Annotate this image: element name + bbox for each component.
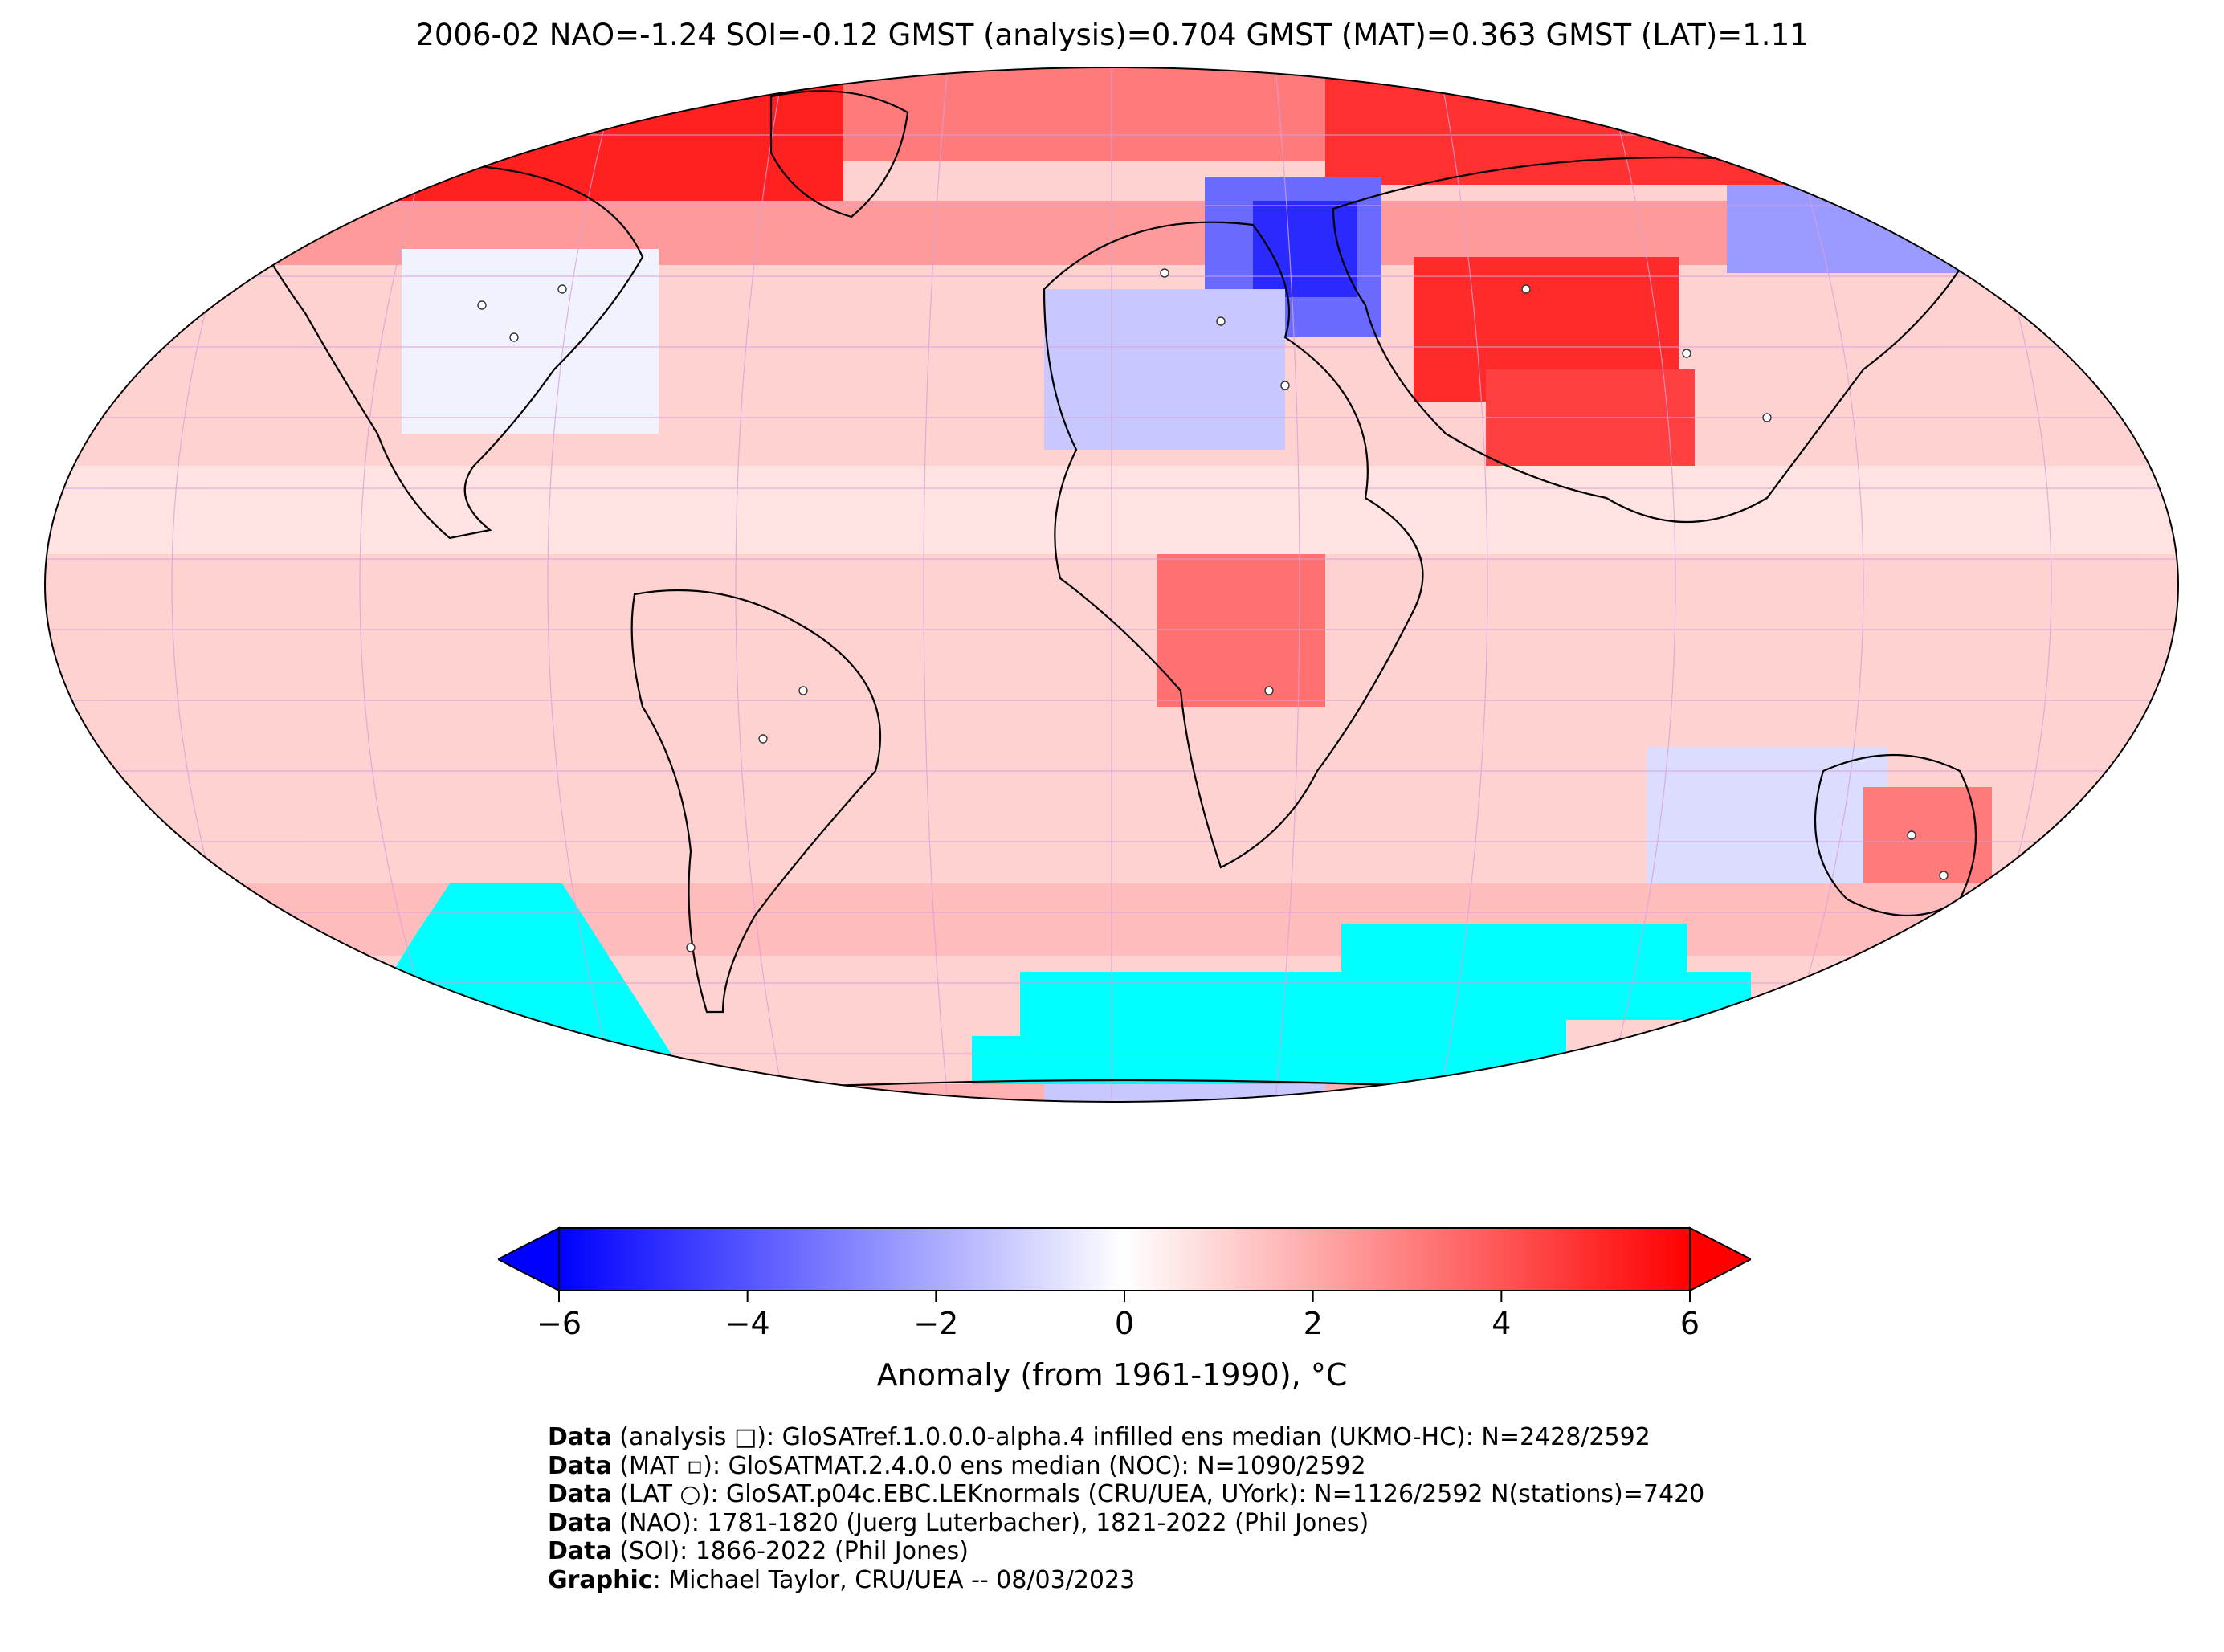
antarctica-outline <box>160 1079 2089 1102</box>
colorbar-tick-label: −2 <box>913 1306 958 1341</box>
north-america-outline <box>239 161 644 540</box>
credit-row: Data (MAT ▫): GloSATMAT.2.4.0.0 ens medi… <box>548 1451 1366 1480</box>
station-markers <box>477 268 1949 952</box>
colorbar-label: Anomaly (from 1961-1990), °C <box>876 1357 1348 1393</box>
colorbar-tick-label: 0 <box>1115 1306 1134 1341</box>
credit-row: Data (NAO): 1781-1820 (Juerg Luterbacher… <box>548 1508 1369 1537</box>
data-credits: Data (analysis □): GloSATref.1.0.0.0-alp… <box>548 1423 1704 1594</box>
colorbar: −6 −4 −2 0 2 4 6 <box>498 1226 1751 1341</box>
colorbar-ticks: −6 −4 −2 0 2 4 6 <box>537 1291 1700 1341</box>
anomaly-arctic-warm <box>45 67 843 201</box>
map-title: 2006-02 NAO=-1.24 SOI=-0.12 GMST (analys… <box>415 18 1809 52</box>
colorbar-gradient <box>558 1227 1691 1291</box>
map-frame <box>44 67 2179 1103</box>
credit-row: Data (analysis □): GloSATref.1.0.0.0-alp… <box>548 1423 1651 1451</box>
world-anomaly-map <box>44 67 2179 1103</box>
colorbar-tick-label: 4 <box>1492 1306 1511 1341</box>
credit-row: Data (SOI): 1866-2022 (Phil Jones) <box>548 1537 969 1565</box>
colorbar-tick-label: −4 <box>725 1306 770 1341</box>
greenland-outline <box>769 90 909 218</box>
credit-row: Graphic: Michael Taylor, CRU/UEA -- 08/0… <box>548 1565 1136 1594</box>
credit-row: Data (LAT ○): GloSAT.p04c.EBC.LEKnormals… <box>548 1480 1705 1508</box>
colorbar-tick-label: 6 <box>1680 1306 1700 1341</box>
colorbar-extend-min <box>498 1226 560 1292</box>
colorbar-tick-label: −6 <box>537 1306 582 1341</box>
south-america-outline <box>630 589 882 1014</box>
colorbar-tick-label: 2 <box>1304 1306 1323 1341</box>
europe-africa-outline <box>1043 221 1424 869</box>
colorbar-extend-max <box>1689 1226 1751 1292</box>
